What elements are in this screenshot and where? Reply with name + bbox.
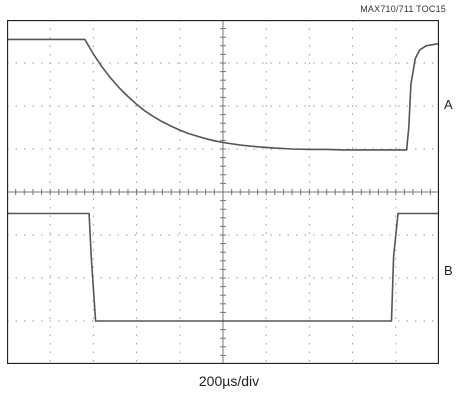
trace-label-b: B (444, 263, 453, 278)
trace-label-a: A (444, 97, 453, 112)
oscilloscope-screen (7, 20, 439, 364)
trace-b (7, 212, 439, 322)
trace-a (7, 38, 439, 151)
traces (7, 38, 439, 322)
timebase-label: 200µs/div (198, 373, 260, 389)
graticule (7, 20, 439, 364)
figure-id-label: MAX710/711 TOC15 (360, 4, 446, 14)
screen-border (7, 20, 439, 364)
